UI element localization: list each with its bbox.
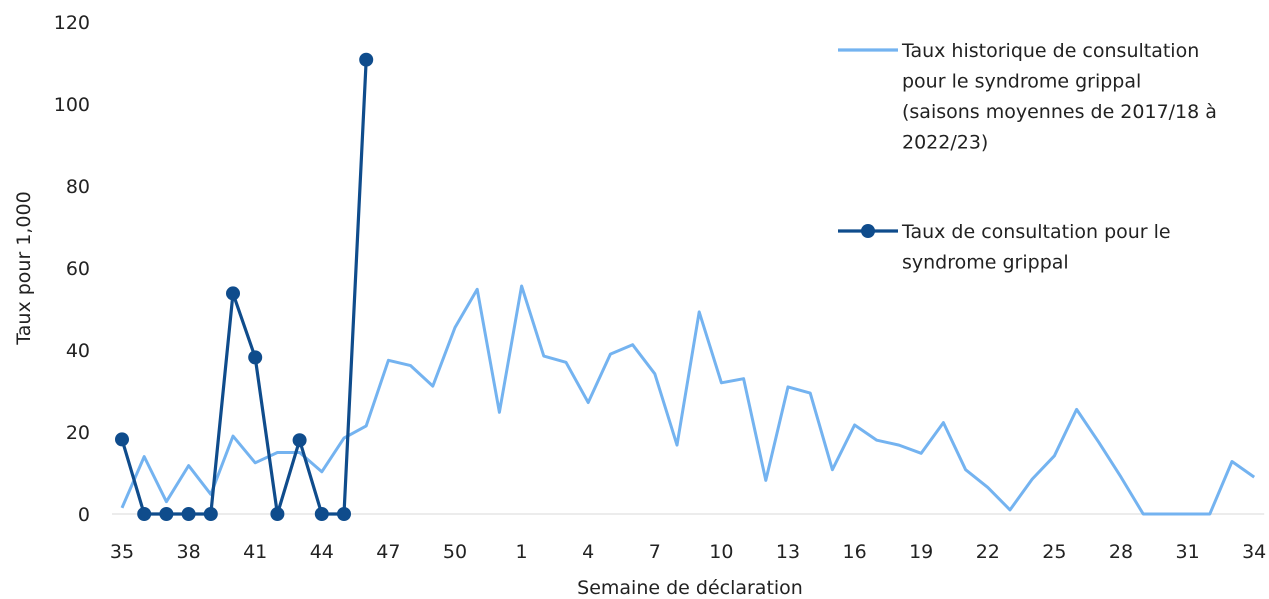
x-tick-label: 47 bbox=[376, 541, 400, 563]
y-tick-label: 80 bbox=[66, 176, 90, 198]
y-tick-label: 60 bbox=[66, 258, 90, 280]
series-line-1 bbox=[120, 284, 1256, 516]
series-layer bbox=[115, 52, 1256, 521]
x-tick-label: 38 bbox=[177, 541, 201, 563]
x-tick-label: 4 bbox=[582, 541, 594, 563]
x-tick-label: 16 bbox=[843, 541, 867, 563]
x-tick-label: 28 bbox=[1109, 541, 1133, 563]
legend-label-line: (saisons moyennes de 2017/18 à bbox=[902, 101, 1217, 123]
x-tick-label: 1 bbox=[516, 541, 528, 563]
data-point bbox=[226, 286, 240, 301]
legend: Taux historique de consultation pour le s… bbox=[838, 40, 1217, 274]
x-axis-title: Semaine de déclaration bbox=[577, 577, 803, 599]
data-point bbox=[203, 507, 218, 521]
series-line-2 bbox=[120, 59, 368, 516]
y-axis-title: Taux pour 1,000 bbox=[13, 191, 35, 345]
x-tick-label: 41 bbox=[243, 541, 267, 563]
data-point bbox=[292, 433, 307, 448]
x-tick-label: 22 bbox=[976, 541, 1000, 563]
y-tick-label: 40 bbox=[66, 340, 90, 362]
legend-label-line: pour le syndrome grippal bbox=[902, 71, 1141, 93]
x-tick-label: 31 bbox=[1176, 541, 1200, 563]
legend-label-line: Taux de consultation pour le bbox=[901, 221, 1171, 243]
legend-label-line: syndrome grippal bbox=[902, 252, 1069, 274]
data-point bbox=[359, 52, 374, 67]
data-point bbox=[337, 507, 351, 521]
x-tick-label: 10 bbox=[709, 541, 733, 563]
legend-label-line: 2022/23) bbox=[902, 132, 988, 154]
x-tick-label: 34 bbox=[1242, 541, 1266, 563]
y-tick-label: 120 bbox=[54, 12, 90, 34]
data-point bbox=[248, 350, 263, 365]
x-tick-label: 50 bbox=[443, 541, 467, 563]
legend-marker bbox=[861, 224, 875, 238]
y-axis-ticks: 0 20 40 60 80 100 120 bbox=[54, 12, 90, 526]
x-tick-label: 19 bbox=[909, 541, 933, 563]
data-point bbox=[159, 507, 174, 521]
data-point bbox=[137, 507, 152, 521]
y-tick-label: 0 bbox=[78, 504, 90, 526]
x-axis-ticks: 35 38 41 44 47 50 1 4 7 10 13 16 19 22 25 28 31 34 bbox=[110, 541, 1266, 563]
data-point bbox=[314, 507, 329, 521]
x-tick-label: 35 bbox=[110, 541, 134, 563]
data-point bbox=[181, 507, 196, 521]
x-tick-label: 44 bbox=[310, 541, 334, 563]
legend-label-line: Taux historique de consultation bbox=[901, 40, 1199, 62]
data-point bbox=[115, 432, 129, 447]
y-tick-label: 100 bbox=[54, 94, 90, 116]
x-tick-label: 25 bbox=[1042, 541, 1066, 563]
data-point bbox=[270, 507, 285, 521]
y-tick-label: 20 bbox=[66, 422, 90, 444]
x-tick-label: 7 bbox=[649, 541, 661, 563]
x-tick-label: 13 bbox=[776, 541, 800, 563]
